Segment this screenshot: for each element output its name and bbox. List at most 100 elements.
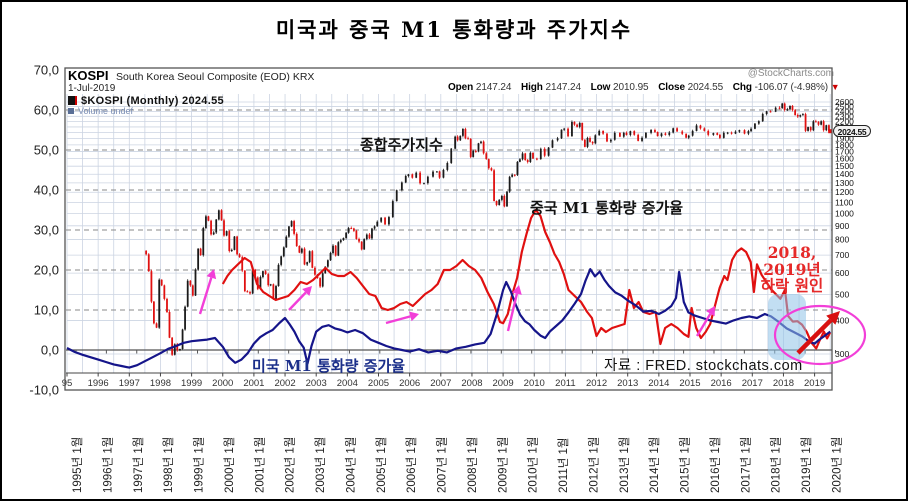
- close-label: Close: [658, 82, 685, 93]
- x-axis-month-label: 2009년 1월: [496, 437, 509, 493]
- chg-down-arrow-icon: ▼: [830, 82, 840, 92]
- inner-year-label: 1998: [150, 378, 171, 389]
- inner-year-label: 2019: [804, 378, 825, 389]
- right-axis-tick: 1500: [835, 161, 854, 171]
- inner-year-label: 1999: [181, 378, 202, 389]
- left-axis-tick: 30,0: [34, 223, 59, 238]
- right-axis-tick: 1400: [835, 169, 854, 179]
- inner-year-label: 2008: [461, 378, 482, 389]
- x-axis-month-label: 2008년 1월: [466, 437, 479, 493]
- inner-year-label: 2009: [493, 378, 514, 389]
- left-axis-tick: 50,0: [34, 143, 59, 158]
- china-m1-annotation: 중국 M1 통화량 증가율: [530, 199, 684, 217]
- open-value: 2147.24: [475, 82, 512, 93]
- kospi-candles: [145, 102, 830, 357]
- right-axis-tick: 1900: [835, 134, 854, 144]
- right-axis-tick: 2200: [835, 116, 854, 126]
- close-value: 2024.55: [687, 82, 724, 93]
- recovery-circle: [773, 304, 867, 366]
- x-axis-month-label: 2013년 1월: [618, 437, 631, 493]
- outer-month-labels: 1995년 1월 1996년 1월 1997년 1월 1998년 1월 1999년 1월…: [71, 437, 844, 493]
- inner-year-axis: 95 1996 1997 1998 1999 2000 2001 2002 2003 2004 20…: [62, 372, 832, 389]
- decline-cause-note: 2018, 2019년 하락 원인: [750, 244, 834, 295]
- left-axis-tick: -10,0: [29, 383, 59, 398]
- x-axis-month-label: 2006년 1월: [405, 437, 418, 493]
- x-axis-month-label: 2019년 1월: [800, 437, 813, 493]
- high-value: 2147.24: [545, 82, 582, 93]
- left-axis-tick: 0,0: [41, 343, 59, 358]
- high-label: High: [521, 82, 543, 93]
- inner-year-label: 2002: [274, 378, 295, 389]
- magenta-trend-arrows: [198, 269, 715, 337]
- right-axis-tick: 900: [835, 221, 849, 231]
- decline-note-line2: 2019년: [763, 259, 821, 279]
- right-axis-labels: 2600250024002300220021001900180017001600…: [835, 97, 854, 359]
- panel: [64, 67, 833, 391]
- inner-year-label: 95: [62, 378, 73, 389]
- x-axis-month-label: 2002년 1월: [284, 437, 297, 493]
- inner-year-label: 2017: [742, 378, 763, 389]
- data-source-note: 자료 : FRED. stockchats.com: [604, 358, 803, 374]
- dashed-gridlines: [66, 109, 832, 311]
- right-axis-tick: 500: [835, 289, 849, 299]
- last-close-marker: [828, 129, 833, 134]
- x-axis-month-label: 2014년 1월: [648, 437, 661, 493]
- right-axis-tick: 2400: [835, 106, 854, 116]
- x-axis-month-label: 2004년 1월: [344, 437, 357, 493]
- left-axis-tick: 10,0: [34, 303, 59, 318]
- us-m1-annotation: 미국 M1 통화량 증가율: [252, 357, 406, 375]
- left-axis-tick: 70,0: [34, 63, 59, 78]
- right-axis-tick: 2600: [835, 97, 854, 107]
- x-axis-month-label: 1997년 1월: [132, 437, 145, 493]
- low-value: 2010.95: [613, 82, 649, 93]
- ticker-symbol: KOSPI: [68, 68, 109, 83]
- right-axis-tick: 800: [835, 235, 849, 245]
- us-m1-line: [66, 268, 831, 369]
- kospi-series-annotation: 종합주가지수: [360, 136, 443, 154]
- inner-year-label: 2001: [243, 378, 264, 389]
- inner-year-label: 1996: [88, 378, 109, 389]
- volume-legend: Volume undef: [68, 106, 133, 116]
- inner-year-label: 2013: [617, 378, 638, 389]
- watermark: @StockCharts.com: [747, 68, 834, 79]
- x-axis-month-label: 2011년 1월: [557, 438, 570, 493]
- x-axis-month-label: 1998년 1월: [162, 437, 175, 493]
- right-axis-tick: 2300: [835, 111, 854, 121]
- open-label: Open: [448, 82, 474, 93]
- ticker-name: South Korea Seoul Composite (EOD) KRX: [116, 71, 315, 83]
- page-title: 미국과 중국 M1 통화량과 주가지수: [275, 17, 633, 42]
- china-m1-line: [221, 208, 832, 350]
- chg-label: Chg: [732, 82, 752, 93]
- right-axis-tick: 1800: [835, 140, 854, 150]
- left-axis-tick: 60,0: [34, 103, 59, 118]
- us-m1-line-group: [66, 268, 831, 369]
- x-axis-month-label: 2015년 1월: [679, 437, 692, 493]
- last-price-tag: 2024.55: [833, 125, 871, 137]
- x-axis-month-label: 2001년 1월: [253, 437, 266, 493]
- left-axis-tick: 20,0: [34, 263, 59, 278]
- x-axis-month-label: 2020년 1월: [831, 437, 844, 493]
- x-axis-month-label: 2018년 1월: [770, 437, 783, 493]
- inner-year-label: 1997: [119, 378, 140, 389]
- china-m1-line-group: [221, 208, 832, 350]
- red-recovery-arrow: [796, 311, 840, 355]
- inner-year-label: 2000: [212, 378, 233, 389]
- inner-year-label: 2007: [430, 378, 451, 389]
- right-axis-tick: 1600: [835, 154, 854, 164]
- inner-year-label: 2003: [306, 378, 327, 389]
- inner-year-label: 2005: [368, 378, 389, 389]
- inner-year-label: 2016: [711, 378, 732, 389]
- low-label: Low: [590, 82, 611, 93]
- last-close: [828, 129, 833, 134]
- series-legend: $KOSPI (Monthly) 2024.55: [68, 95, 224, 107]
- volume-icon: [68, 108, 74, 114]
- inner-year-label: 2015: [679, 378, 700, 389]
- right-axis-tick: 1300: [835, 178, 854, 188]
- x-axis-month-label: 2007년 1월: [436, 437, 449, 493]
- decline-note-line3: 하락 원인: [760, 276, 824, 295]
- inner-year-label: 2014: [648, 378, 669, 389]
- x-axis-month-label: 1999년 1월: [193, 437, 206, 493]
- inner-year-label: 2004: [337, 378, 358, 389]
